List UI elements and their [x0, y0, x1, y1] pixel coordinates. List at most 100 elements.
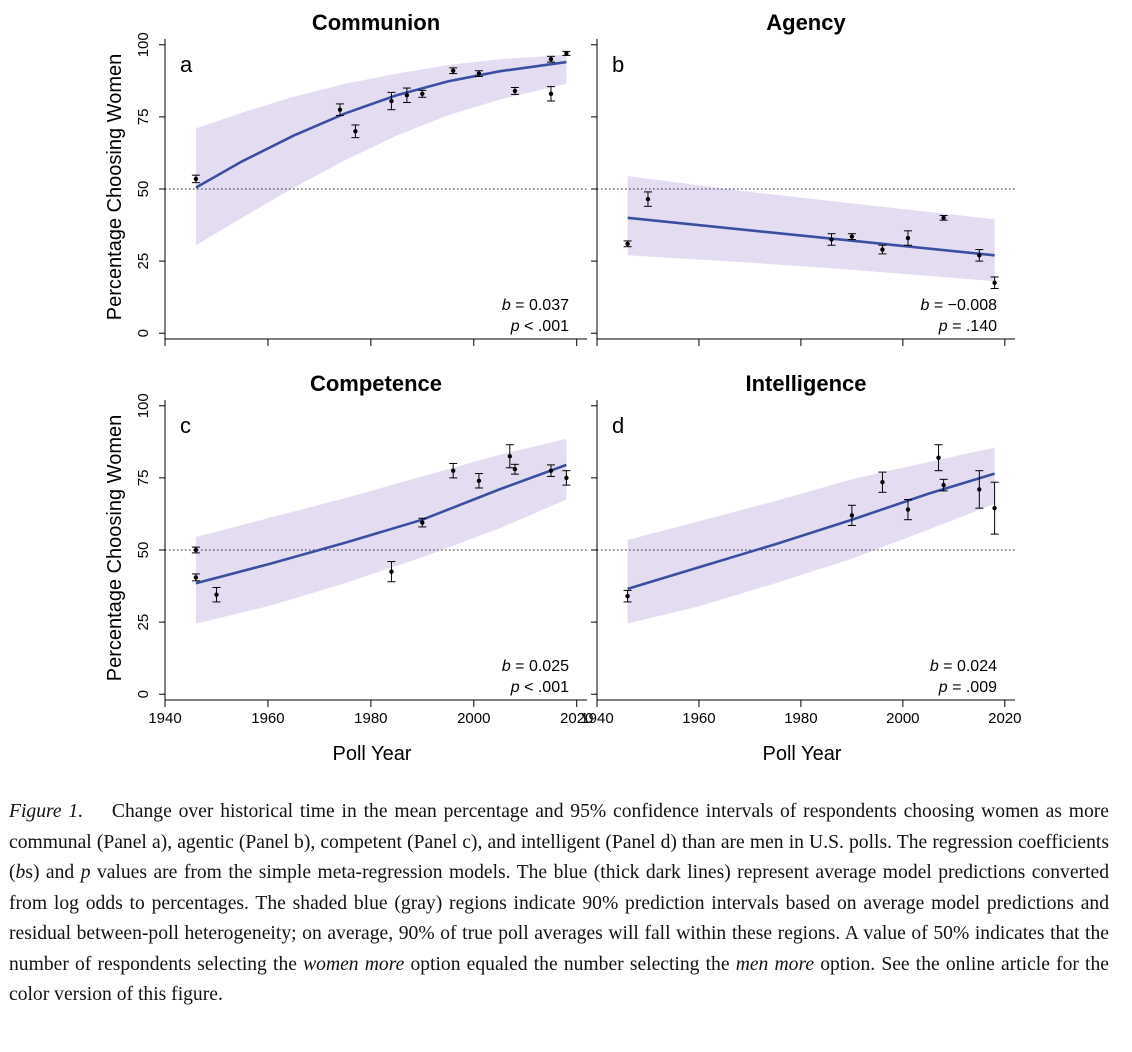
data-point — [335, 103, 344, 116]
point-marker — [905, 235, 911, 241]
data-point — [975, 249, 984, 262]
point-marker — [512, 467, 518, 472]
y-tick-label: 100 — [135, 393, 152, 418]
caption-text-run: b — [15, 862, 26, 883]
point-marker — [936, 455, 941, 460]
coefficient-value: = 0.025 — [511, 658, 569, 675]
x-axis-title: Poll Year — [333, 743, 412, 765]
data-point — [474, 473, 483, 489]
data-point — [546, 464, 555, 477]
point-marker — [625, 593, 630, 599]
p-symbol: p — [938, 679, 948, 696]
panel-letter: c — [180, 413, 191, 438]
coefficient-value: = 0.037 — [511, 297, 569, 314]
x-tick-label: 1940 — [148, 710, 181, 727]
point-marker — [992, 505, 997, 511]
caption-body: Change over historical time in the mean … — [9, 801, 1109, 1005]
point-marker — [476, 478, 482, 483]
p-value: < .001 — [520, 679, 569, 696]
coefficient-label: b = 0.025 — [502, 658, 569, 675]
data-point — [212, 587, 221, 603]
p-symbol: p — [938, 318, 948, 335]
p-symbol: p — [510, 679, 520, 696]
fit-line — [627, 472, 995, 591]
point-marker — [420, 520, 425, 525]
data-point — [191, 174, 200, 184]
point-marker — [193, 575, 199, 580]
data-point — [191, 546, 200, 554]
x-tick-label: 2000 — [886, 710, 919, 727]
point-marker — [353, 129, 358, 134]
y-tick-label: 0 — [135, 690, 152, 698]
y-tick-label: 0 — [135, 329, 152, 337]
data-point — [387, 91, 396, 111]
panel-c: 0 25 50 75 100 1940 1960 1980 2000 2020 Competence… — [104, 371, 593, 765]
point-marker — [193, 176, 199, 182]
caption-text-run: values are from the simple meta-regressi… — [9, 862, 1109, 975]
coefficient-value: = 0.024 — [939, 658, 997, 675]
point-marker — [507, 454, 513, 459]
caption-text-run: p — [80, 862, 91, 883]
point-marker — [548, 91, 554, 97]
data-point — [990, 276, 999, 290]
x-tick-label: 1980 — [354, 710, 387, 727]
y-axis-title: Percentage Choosing Women — [104, 54, 126, 320]
p-value-label: p = .009 — [938, 679, 997, 696]
panel-title: Agency — [766, 10, 846, 35]
data-point — [505, 444, 514, 469]
data-point — [191, 573, 200, 582]
point-marker — [337, 107, 343, 112]
coefficient-label: b = −0.008 — [920, 297, 997, 314]
point-marker — [548, 56, 554, 62]
data-point — [934, 444, 943, 472]
panel-letter: b — [612, 52, 624, 77]
coefficient-label: b = 0.037 — [502, 297, 569, 314]
x-tick-label: 2020 — [560, 710, 593, 727]
y-tick-label: 75 — [135, 470, 152, 487]
data-point — [939, 215, 948, 221]
p-value: = .140 — [948, 318, 997, 335]
panel-a: 0 25 50 75 100 Communion a b = 0.037 p < .001 Per… — [104, 10, 587, 346]
p-value-label: p = .140 — [938, 318, 997, 335]
data-point — [351, 124, 360, 139]
data-point — [474, 70, 483, 77]
point-marker — [645, 196, 651, 202]
p-symbol: p — [510, 318, 520, 335]
point-marker — [977, 487, 982, 492]
point-marker — [880, 480, 885, 485]
data-point — [990, 481, 999, 535]
p-value: < .001 — [520, 318, 569, 335]
prediction-band — [195, 54, 567, 246]
point-marker — [977, 253, 982, 258]
x-tick-label: 1980 — [784, 710, 817, 727]
p-value: = .009 — [948, 679, 997, 696]
point-marker — [420, 91, 425, 97]
point-marker — [450, 468, 456, 473]
data-point — [975, 470, 984, 509]
caption-text-run: s) and — [25, 862, 81, 883]
panel-letter: a — [180, 52, 193, 77]
data-point — [546, 55, 555, 63]
data-point — [847, 233, 856, 240]
y-tick-label: 25 — [135, 614, 152, 631]
coefficient-symbol: b — [930, 658, 939, 675]
coefficient-symbol: b — [502, 658, 511, 675]
coefficient-value: = −0.008 — [929, 297, 997, 314]
panel-d: 1940 1960 1980 2000 2020 Intelligence d b = 0.0… — [580, 371, 1021, 765]
caption-text-run: Change over historical time in the mean … — [9, 801, 1109, 883]
prediction-band — [627, 176, 995, 282]
data-point — [827, 233, 836, 246]
point-marker — [389, 98, 394, 104]
x-tick-label: 1940 — [580, 710, 613, 727]
data-point — [623, 240, 632, 248]
caption-text-run: women more — [303, 953, 405, 975]
data-point — [643, 191, 652, 207]
point-marker — [548, 468, 554, 473]
panel-letter: d — [612, 413, 624, 438]
point-marker — [941, 215, 946, 221]
point-marker — [941, 482, 946, 488]
data-point — [623, 589, 632, 603]
y-axis-title: Percentage Choosing Women — [104, 415, 126, 681]
caption-text-run: option. See the online article for the c… — [9, 953, 1109, 1006]
y-tick-label: 50 — [135, 542, 152, 559]
